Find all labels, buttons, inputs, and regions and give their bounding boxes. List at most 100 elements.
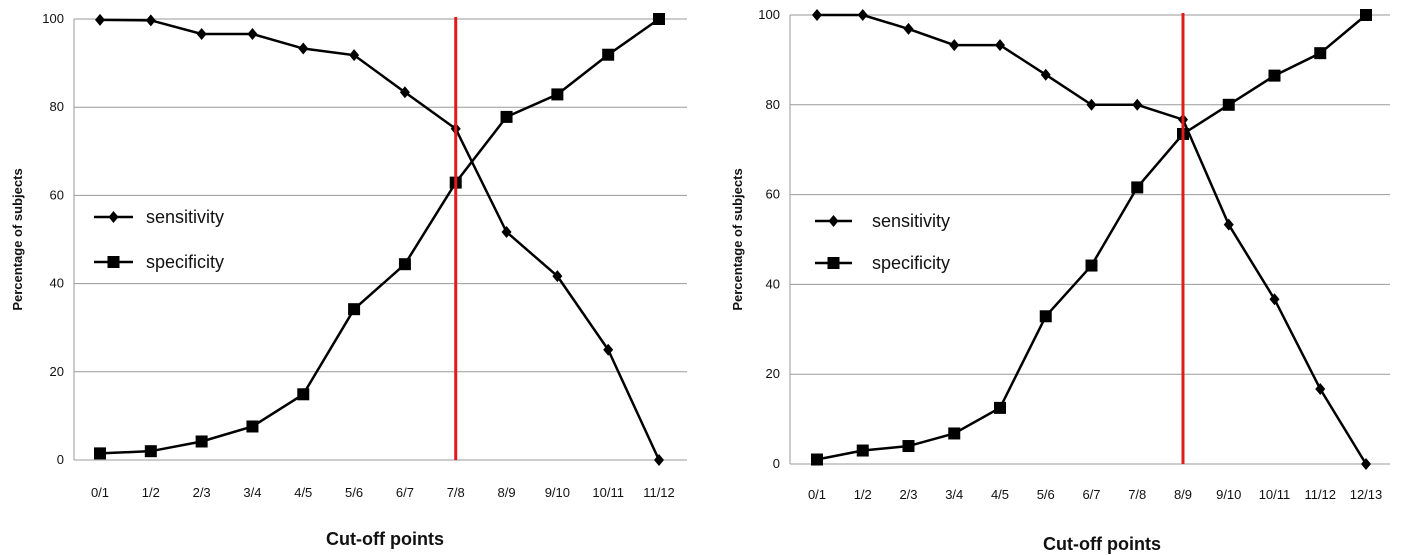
specificity-point <box>1268 69 1281 82</box>
chart-1: 0 20 40 60 80 100 0/1 1/2 2/3 3/4 4/5 5/6 6/7 7/8 8/9 9… <box>10 11 687 549</box>
specificity-point <box>994 401 1006 414</box>
sensitivity-point <box>552 270 563 283</box>
chart-2: 0 20 40 60 80 100 0/1 1/2 2/3 3/4 4/5 5/6 6/7 7/8 8/9 9… <box>730 7 1390 554</box>
x-tick-label: 7/8 <box>1128 487 1146 502</box>
specificity-point <box>500 110 513 123</box>
sensitivity-point <box>1040 68 1051 81</box>
x-tick-label: 6/7 <box>1082 487 1100 502</box>
specificity-point <box>602 48 615 61</box>
y-tick-label: 0 <box>57 452 64 467</box>
x-tick-label: 4/5 <box>991 487 1009 502</box>
x-tick-label: 11/12 <box>643 485 675 500</box>
x-tick-label: 5/6 <box>345 485 363 500</box>
x-tick-label: 3/4 <box>243 485 261 500</box>
legend-label: sensitivity <box>872 211 950 231</box>
specificity-point <box>246 420 259 433</box>
specificity-line <box>816 14 1367 461</box>
legend-marker <box>108 211 119 223</box>
sensitivity-point <box>1132 98 1143 111</box>
x-tick-label: 9/10 <box>545 485 570 500</box>
x-tick-label: 3/4 <box>945 487 963 502</box>
y-tick-label: 20 <box>50 364 64 379</box>
legend: sensitivity specificity <box>815 211 950 273</box>
y-tick-label: 40 <box>50 276 64 291</box>
legend-label: specificity <box>872 253 950 273</box>
sensitivity-point <box>247 27 258 40</box>
y-tick-label: 80 <box>766 97 780 112</box>
legend-label: specificity <box>146 252 224 272</box>
y-tick-label: 60 <box>766 187 780 202</box>
sensitivity-point <box>349 49 360 62</box>
x-tick-label: 5/6 <box>1037 487 1055 502</box>
specificity-point <box>1131 181 1144 194</box>
sensitivity-point <box>145 14 156 27</box>
sensitivity-point <box>654 454 664 466</box>
x-tick-label: 2/3 <box>193 485 211 500</box>
specificity-point <box>551 88 564 101</box>
x-tick-label: 1/2 <box>142 485 160 500</box>
legend: sensitivity specificity <box>94 207 224 272</box>
sensitivity-point <box>1315 383 1326 396</box>
sensitivity-point <box>949 39 960 52</box>
sensitivity-point <box>1269 293 1280 306</box>
y-tick-label: 0 <box>773 456 780 471</box>
specificity-point <box>195 435 208 448</box>
x-tick-label: 4/5 <box>294 485 312 500</box>
x-tick-label: 7/8 <box>447 485 465 500</box>
x-tick-label: 8/9 <box>498 485 516 500</box>
specificity-point <box>1039 310 1052 323</box>
specificity-point <box>1360 9 1372 21</box>
sensitivity-point <box>298 42 309 55</box>
specificity-point <box>348 303 361 316</box>
legend-marker <box>107 256 120 268</box>
specificity-point <box>94 447 106 460</box>
x-tick-label: 6/7 <box>396 485 414 500</box>
specificity-point <box>1085 259 1098 272</box>
y-axis-label: Percentage of subjects <box>730 168 745 310</box>
specificity-point <box>856 444 869 457</box>
x-axis-label: Cut-off points <box>326 529 444 549</box>
y-tick-label: 40 <box>766 276 780 291</box>
x-tick-label: 0/1 <box>808 487 826 502</box>
sensitivity-point <box>857 9 868 21</box>
sensitivity-point <box>1223 218 1234 231</box>
x-tick-label: 1/2 <box>854 487 872 502</box>
sensitivity-line <box>817 13 1368 465</box>
specificity-point <box>653 13 665 25</box>
y-tick-label: 60 <box>50 187 64 202</box>
x-tick-label: 10/11 <box>592 485 624 500</box>
legend-marker <box>828 215 839 227</box>
x-tick-label: 11/12 <box>1304 487 1336 502</box>
specificity-line <box>99 17 660 455</box>
x-tick-label: 10/11 <box>1259 487 1291 502</box>
specificity-point <box>948 427 961 440</box>
specificity-point <box>398 258 411 271</box>
x-tick-label: 12/13 <box>1350 487 1383 502</box>
y-tick-label: 80 <box>50 99 64 114</box>
x-tick-label: 2/3 <box>899 487 917 502</box>
sensitivity-point <box>1361 458 1371 470</box>
y-tick-label: 100 <box>42 11 64 26</box>
sensitivity-point <box>95 13 105 26</box>
specificity-point <box>1222 98 1235 111</box>
sensitivity-point <box>603 343 614 356</box>
x-axis-label: Cut-off points <box>1043 534 1161 554</box>
x-tick-label: 9/10 <box>1216 487 1241 502</box>
legend-label: sensitivity <box>146 207 224 227</box>
y-axis-label: Percentage of subjects <box>10 168 25 310</box>
legend-marker <box>827 257 840 269</box>
sensitivity-line <box>99 18 661 461</box>
sensitivity-point <box>399 86 410 99</box>
specificity-point <box>1314 47 1327 60</box>
x-tick-label: 0/1 <box>91 485 109 500</box>
sensitivity-point <box>812 9 822 21</box>
sensitivity-point <box>903 22 914 35</box>
sensitivity-point <box>995 39 1005 52</box>
sensitivity-point <box>196 27 207 40</box>
specificity-point <box>811 453 823 466</box>
specificity-point <box>144 445 157 458</box>
x-tick-label: 8/9 <box>1174 487 1192 502</box>
specificity-point <box>297 388 310 401</box>
sensitivity-point <box>501 226 512 239</box>
